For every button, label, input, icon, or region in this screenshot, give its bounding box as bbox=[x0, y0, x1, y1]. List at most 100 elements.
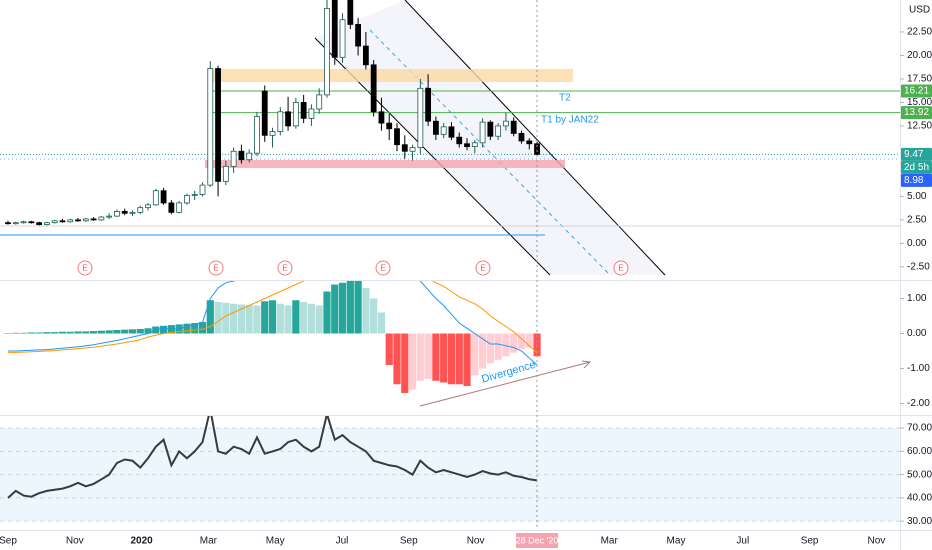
annotation-t1: T1 by JAN22 bbox=[541, 115, 599, 126]
macd-histogram-bar bbox=[183, 323, 191, 334]
macd-histogram-bar bbox=[323, 291, 331, 334]
x-tick-label: Sep bbox=[0, 536, 17, 547]
candle-body bbox=[145, 204, 151, 209]
x-tick-label: May bbox=[667, 536, 686, 547]
candle-body bbox=[487, 121, 494, 137]
macd-histogram-bar bbox=[113, 330, 121, 334]
macd-histogram-bar bbox=[494, 333, 502, 360]
macd-histogram-bar bbox=[455, 333, 463, 385]
macd-histogram-bar bbox=[463, 333, 471, 386]
y-tick-label: 50.00 bbox=[907, 469, 932, 480]
rsi-panel bbox=[0, 416, 900, 522]
macd-histogram-bar bbox=[144, 328, 152, 334]
x-tick-label: Jul bbox=[336, 536, 349, 547]
annotation-t2: T2 bbox=[559, 93, 571, 104]
x-tick-label: May bbox=[266, 536, 285, 547]
macd-histogram-bar bbox=[191, 323, 199, 334]
earnings-label: E bbox=[282, 264, 287, 273]
candle-body bbox=[409, 147, 416, 152]
candle-body bbox=[339, 19, 346, 58]
earnings-label: E bbox=[380, 264, 385, 273]
candle-body bbox=[401, 144, 408, 152]
candle-body bbox=[106, 215, 113, 218]
candle-body bbox=[82, 218, 89, 222]
candle-body bbox=[5, 222, 11, 225]
y-tick-label: 60.00 bbox=[907, 446, 932, 457]
candle-body bbox=[440, 126, 447, 135]
channel-mid-line bbox=[369, 29, 611, 276]
macd-histogram-bar bbox=[222, 302, 230, 334]
candle-body bbox=[300, 102, 307, 119]
macd-histogram-bar bbox=[486, 333, 494, 364]
crosshair-label-bg bbox=[516, 533, 558, 548]
candle-body bbox=[456, 136, 463, 145]
currency-label: USD bbox=[909, 5, 930, 16]
macd-histogram-bar bbox=[237, 304, 245, 334]
x-tick-label: Nov bbox=[66, 536, 84, 547]
candle-body bbox=[331, 0, 338, 58]
macd-histogram-bar bbox=[300, 302, 308, 334]
candle-body bbox=[285, 111, 291, 127]
macd-histogram-bar bbox=[424, 333, 432, 379]
y-tick-label: 22.50 bbox=[907, 27, 932, 38]
candle-body bbox=[36, 222, 43, 225]
y-tick-label: 1.00 bbox=[907, 293, 927, 304]
macd-histogram-bar bbox=[35, 332, 43, 334]
y-tick-label: -1.00 bbox=[907, 363, 930, 374]
candle-body bbox=[316, 94, 323, 110]
macd-histogram-bar bbox=[230, 303, 238, 334]
x-tick-label: Sep bbox=[400, 536, 418, 547]
level-label: 16.21 bbox=[904, 86, 929, 97]
macd-histogram-bar bbox=[362, 288, 370, 334]
macd-histogram-bar bbox=[533, 333, 541, 357]
macd-histogram-bar bbox=[471, 333, 479, 376]
macd-histogram-bar bbox=[4, 333, 12, 334]
x-tick-label: Mar bbox=[601, 536, 619, 547]
y-tick-label: 20.00 bbox=[907, 50, 932, 61]
earnings-marker bbox=[375, 260, 391, 276]
macd-histogram-bar bbox=[198, 321, 207, 334]
y-tick-label: 0.00 bbox=[907, 238, 927, 249]
candle-body bbox=[20, 221, 27, 224]
candle-body bbox=[59, 220, 66, 223]
earnings-label: E bbox=[213, 264, 218, 273]
candle-body bbox=[394, 128, 400, 146]
y-tick-label: -2.00 bbox=[907, 398, 930, 409]
channel-line bbox=[404, 0, 666, 276]
macd-histogram-bar bbox=[440, 333, 448, 383]
candle-body bbox=[207, 68, 214, 186]
x-tick-label: Sep bbox=[801, 536, 819, 547]
level-label-bg bbox=[901, 84, 932, 98]
earnings-marker bbox=[77, 260, 93, 276]
earnings-marker bbox=[277, 260, 293, 276]
candle-body bbox=[191, 194, 198, 196]
macd-histogram-bar bbox=[416, 333, 424, 381]
candle-body bbox=[425, 87, 432, 122]
arrow-head bbox=[581, 360, 592, 369]
candle-body bbox=[503, 120, 509, 127]
earnings-marker bbox=[208, 260, 224, 276]
macd-histogram-bar bbox=[12, 332, 20, 334]
candle-body bbox=[261, 90, 268, 136]
rsi-line bbox=[7, 416, 538, 499]
macd-histogram-bar bbox=[432, 333, 440, 381]
candle-body bbox=[277, 111, 284, 132]
countdown-label: 2d 5h bbox=[904, 162, 929, 173]
macd-histogram-bar bbox=[268, 300, 277, 334]
candle-body bbox=[448, 126, 455, 138]
y-tick-label: 40.00 bbox=[907, 493, 932, 504]
candle-body bbox=[308, 108, 315, 119]
y-tick-label: 70.00 bbox=[907, 423, 932, 434]
candle-body bbox=[378, 111, 385, 124]
x-tick-label: Mar bbox=[200, 536, 218, 547]
macd-histogram-bar bbox=[354, 281, 362, 334]
earnings-label: E bbox=[618, 264, 623, 273]
candle-body bbox=[129, 211, 136, 214]
macd-histogram-bar bbox=[74, 331, 82, 334]
x-tick-label: Jul bbox=[736, 536, 749, 547]
candle-body bbox=[168, 202, 175, 213]
macd-histogram-bar bbox=[261, 301, 269, 334]
candle-body bbox=[464, 143, 470, 147]
candle-body bbox=[51, 220, 58, 224]
macd-histogram-bar bbox=[58, 331, 67, 334]
